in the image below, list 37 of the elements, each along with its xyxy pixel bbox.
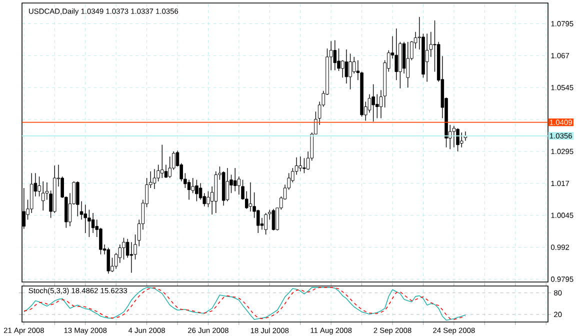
candlestick xyxy=(41,180,45,211)
candlestick xyxy=(248,182,252,212)
candlestick xyxy=(187,179,191,200)
candlestick xyxy=(91,212,95,234)
candlestick xyxy=(198,182,202,200)
candlestick xyxy=(460,132,464,148)
candlestick xyxy=(164,164,168,178)
candlestick xyxy=(376,94,379,119)
candlestick xyxy=(406,41,410,88)
candlestick xyxy=(272,208,276,231)
candlestick xyxy=(38,176,41,197)
candlestick xyxy=(99,227,102,255)
candlestick xyxy=(456,128,460,152)
candlestick xyxy=(233,168,237,192)
candlestick xyxy=(256,209,260,234)
candlestick xyxy=(344,49,348,84)
candlestick xyxy=(195,179,198,202)
candlestick xyxy=(226,168,230,202)
candlestick xyxy=(84,204,87,234)
candlestick xyxy=(106,247,110,274)
candlestick xyxy=(333,40,337,71)
candlestick xyxy=(452,126,456,148)
candlestick xyxy=(88,209,91,238)
candlestick xyxy=(122,237,126,260)
candlestick xyxy=(76,180,80,217)
candlestick xyxy=(348,53,352,90)
candlestick xyxy=(394,28,398,81)
candlestick xyxy=(264,212,268,235)
candlestick xyxy=(168,156,172,178)
candlestick xyxy=(152,168,156,190)
candlestick xyxy=(372,84,375,122)
candlestick xyxy=(160,144,164,178)
candlestick xyxy=(130,242,134,274)
candlestick xyxy=(302,158,306,174)
candlestick xyxy=(368,94,372,113)
candlestick xyxy=(425,33,429,82)
candlestick xyxy=(298,156,302,172)
